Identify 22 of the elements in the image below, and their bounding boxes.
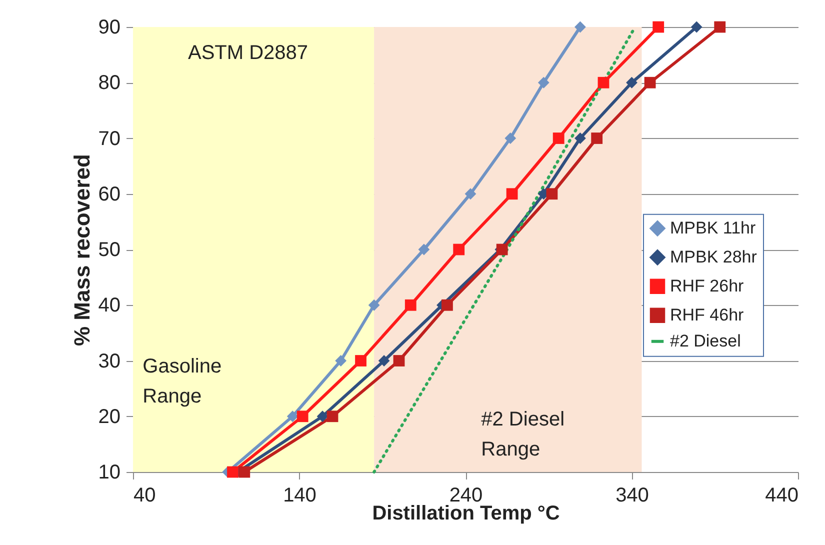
x-tick-label: 340 [616, 484, 649, 506]
annotation: ASTM D2887 [188, 42, 308, 64]
y-tick-label: 80 [98, 72, 120, 94]
x-tick-label: 440 [765, 484, 798, 506]
legend-label: RHF 26hr [670, 276, 744, 296]
legend-label: MPBK 11hr [670, 218, 756, 238]
legend-label: RHF 46hr [670, 305, 744, 324]
y-tick-label: 10 [98, 462, 120, 484]
y-tick-label: 30 [98, 350, 120, 372]
band-label: #2 Diesel Range [481, 408, 565, 461]
y-axis-title: % Mass recovered [69, 154, 94, 346]
y-tick-label: 40 [98, 294, 120, 317]
band-label: Gasoline Range [142, 355, 222, 408]
y-tick-label: 70 [98, 128, 120, 150]
x-tick-label: 40 [134, 484, 156, 506]
y-tick-label: 60 [98, 183, 120, 206]
y-tick-label: 50 [98, 239, 120, 261]
legend-label: MPBK 28hr [670, 247, 758, 266]
y-tick-label: 20 [98, 406, 120, 428]
x-tick-label: 140 [283, 484, 316, 506]
y-tick-label: 90 [98, 16, 120, 38]
legend-label: #2 Diesel [670, 331, 741, 350]
